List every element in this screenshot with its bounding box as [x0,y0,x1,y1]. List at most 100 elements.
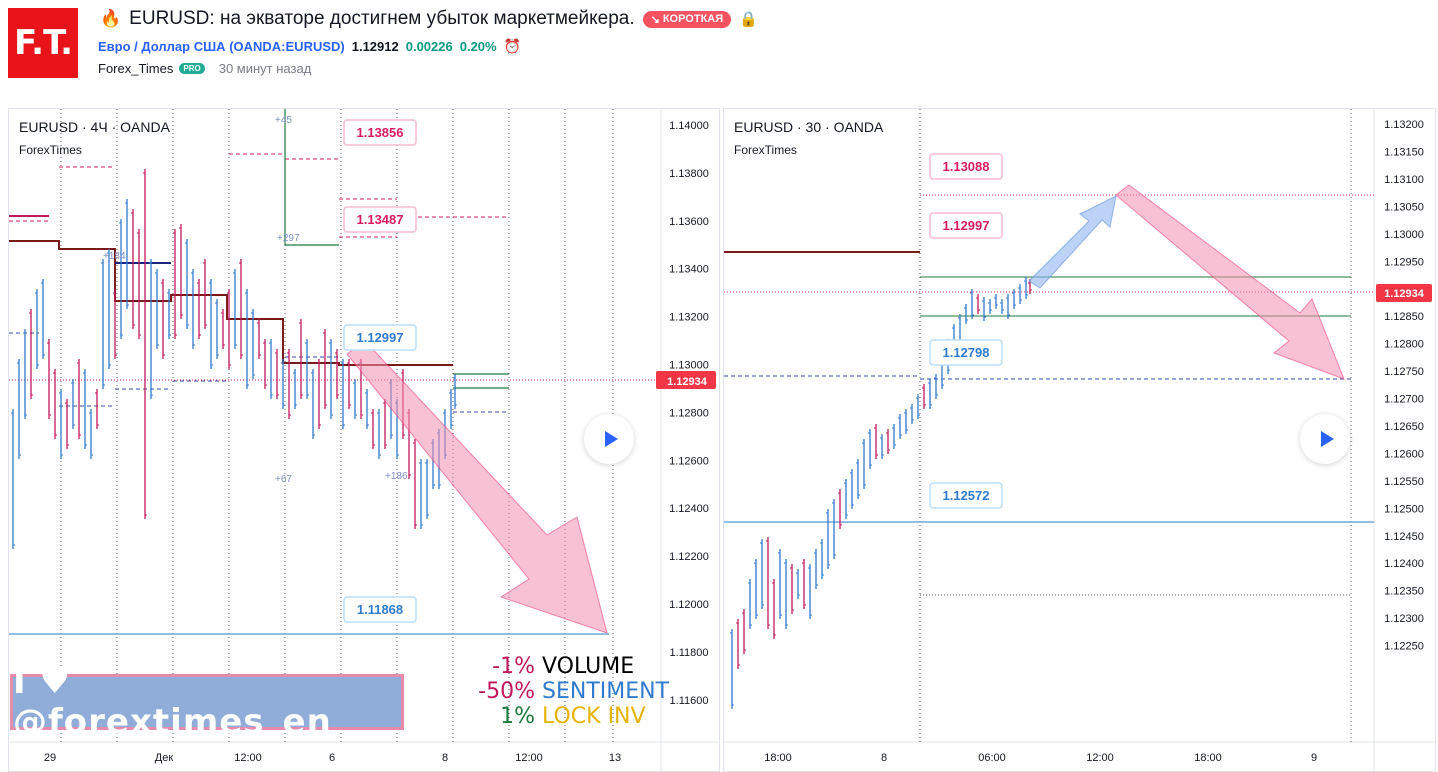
price-tick-label: 1.13200 [669,312,709,324]
stats-block: -1% VOLUME -50% SENTIMENT 1% LOCK INV [477,654,670,729]
price-tick-label: 1.12950 [1384,256,1424,268]
chart-sublegend: ForexTimes [19,143,82,157]
session-lines [919,109,1352,742]
time-tick-label: 9 [1311,752,1317,764]
time-tick-label: 12:00 [1086,752,1114,764]
price-tick-label: 1.12650 [1384,421,1424,433]
price-label[interactable]: 1.12572 [929,482,1003,509]
svg-text:1.12997: 1.12997 [357,330,404,345]
author-name[interactable]: Forex_Times [98,61,174,76]
svg-text:1.12798: 1.12798 [943,345,990,360]
price-tick-label: 1.12400 [1384,558,1424,570]
time-tick-label: 8 [881,752,887,764]
stat-row: 1% LOCK INV [477,704,667,729]
price-axis[interactable]: 1.14000 1.13800 1.13600 1.13400 1.13200 1.130… [669,120,709,707]
price-label[interactable]: 1.12997 [343,324,417,351]
level-notes: +45 +297 +184 +67 +186 [103,115,408,485]
alarm-clock-icon[interactable]: ⏰ [503,38,522,54]
right-chart-panel[interactable]: 1.13088 1.12997 1.12798 1.12572 1.13200 1… [723,108,1436,772]
price-label[interactable]: 1.13856 [343,119,417,146]
time-axis[interactable]: 29 Дек 12:00 6 8 12:00 13 [44,752,621,764]
stat-name: VOLUME [542,654,635,679]
short-arrow[interactable] [346,340,608,634]
right-chart-svg[interactable]: 1.13088 1.12997 1.12798 1.12572 1.13200 1… [724,109,1435,771]
price-tick-label: 1.13150 [1384,146,1424,158]
price-tick-label: 1.12750 [1384,366,1424,378]
svg-text:1.11868: 1.11868 [357,602,403,617]
time-tick-label: 06:00 [978,752,1006,764]
stat-row: -50% SENTIMENT [477,679,670,704]
price-tick-label: 1.12550 [1384,476,1424,488]
price-label[interactable]: 1.13487 [343,206,417,233]
price-tick-label: 1.11600 [670,695,709,707]
stat-pct: -1% [492,654,535,679]
current-price-marker [656,371,716,389]
fire-icon: 🔥 [100,9,122,28]
short-arrow[interactable] [1115,184,1345,380]
time-tick-label: 29 [44,752,56,764]
price-tick-label: 1.13100 [1384,174,1424,186]
svg-text:1.13856: 1.13856 [357,125,404,140]
stat-pct: -50% [478,679,535,704]
symbol-price: 1.12912 [351,39,399,54]
symbol-change: 0.00226 [405,39,453,54]
price-tick-label: 1.12800 [1384,339,1424,351]
svg-text:1.13088: 1.13088 [943,159,990,174]
level-note: +184 [103,251,126,262]
chart-legend: EURUSD · 30 · OANDA [734,119,884,135]
svg-text:1.13487: 1.13487 [357,212,404,227]
pro-badge: PRO [179,63,205,74]
symbol-link[interactable]: Евро / Доллар США (OANDA:EURUSD) [98,39,345,54]
author-line: Forex_Times PRO 30 минут назад [98,61,311,76]
ft-logo[interactable]: F.T. [8,8,78,78]
price-tick-label: 1.14000 [669,120,709,132]
play-button[interactable] [584,414,634,464]
time-tick-label: 12:00 [515,752,543,764]
time-tick-label: 18:00 [764,752,792,764]
time-tick-label: 6 [329,752,335,764]
green-levels [284,109,509,389]
price-tick-label: 1.12800 [669,407,709,419]
symbol-line: Евро / Доллар США (OANDA:EURUSD) 1.12912… [98,38,521,55]
left-chart-svg[interactable]: +45 +297 +184 +67 +186 1.13856 1.13487 1… [9,109,719,771]
price-tick-label: 1.12600 [1384,448,1424,460]
price-tick-label: 1.13200 [1384,119,1424,131]
price-tick-label: 1.12850 [1384,311,1424,323]
stat-pct: 1% [500,704,535,729]
price-axis[interactable]: 1.13200 1.13150 1.13100 1.13050 1.13000 1.129… [1384,119,1424,653]
price-label[interactable]: 1.12798 [929,339,1003,366]
play-icon [604,431,618,447]
stat-name: LOCK INV [542,704,646,729]
chart-legend: EURUSD · 4Ч · OANDA [19,119,170,135]
price-tick-label: 1.13050 [1384,201,1424,213]
price-tick-label: 1.13800 [669,168,709,180]
up-arrow[interactable] [1028,195,1117,289]
promo-banner: I ♥ @forextimes_en [10,662,404,742]
play-icon [1320,431,1334,447]
idea-title: EURUSD: на экваторе достигнем убыток мар… [129,8,635,29]
session-lines [60,109,614,742]
price-tick-label: 1.11800 [670,647,709,659]
stat-name: SENTIMENT [542,679,670,704]
price-label[interactable]: 1.13088 [929,153,1003,180]
price-tick-label: 1.13000 [669,360,709,372]
price-label[interactable]: 1.11868 [343,596,417,623]
svg-text:1.12572: 1.12572 [943,488,990,503]
stat-row: -1% VOLUME [477,654,667,679]
price-tick-label: 1.12400 [669,503,709,515]
chart-sublegend: ForexTimes [734,143,797,157]
price-tick-label: 1.13600 [669,216,709,228]
price-tick-label: 1.12350 [1384,586,1424,598]
price-tick-label: 1.13400 [669,264,709,276]
left-chart-panel[interactable]: +45 +297 +184 +67 +186 1.13856 1.13487 1… [8,108,720,772]
dashed-pink-levels [9,153,509,238]
price-tick-label: 1.12700 [1384,394,1424,406]
time-axis[interactable]: 18:00 8 06:00 12:00 18:00 9 [764,752,1317,764]
price-tick-label: 1.12600 [669,455,709,467]
symbol-change-pct: 0.20% [459,39,497,54]
price-tick-label: 1.12200 [669,551,709,563]
price-label[interactable]: 1.12997 [929,212,1003,239]
price-tick-label: 1.12250 [1384,641,1424,653]
published-time: 30 минут назад [218,61,312,76]
play-button[interactable] [1300,414,1350,464]
